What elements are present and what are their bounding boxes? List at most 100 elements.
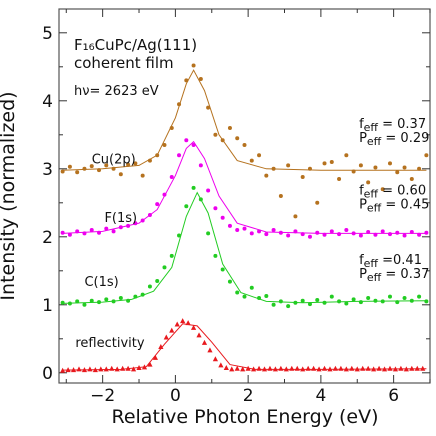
data-point (227, 223, 232, 228)
data-point (264, 232, 269, 237)
data-point (206, 188, 211, 193)
data-point (316, 366, 322, 372)
data-point (190, 324, 197, 330)
series-label: Cu(2p) (92, 152, 136, 167)
data-point (307, 166, 312, 171)
data-point (409, 365, 415, 371)
data-point (387, 365, 393, 371)
data-point (409, 230, 414, 235)
data-point (321, 365, 328, 371)
title-line-2: coherent film (74, 54, 174, 72)
data-point (360, 365, 366, 371)
data-point (337, 299, 342, 304)
data-point (185, 320, 191, 326)
data-point (242, 226, 247, 231)
data-point (387, 161, 392, 166)
data-point (414, 365, 420, 371)
data-point (307, 302, 312, 307)
data-point (220, 138, 225, 143)
title-line-3: hν= 2623 eV (74, 84, 159, 99)
data-point (227, 279, 232, 284)
y-tick-label: 2 (42, 228, 53, 248)
y-tick-label: 3 (42, 160, 53, 180)
data-point (365, 365, 371, 371)
data-point (140, 173, 145, 178)
f-eff-label: feff =0.41 (359, 253, 422, 270)
data-point (392, 366, 399, 372)
data-point (249, 158, 254, 163)
data-point (240, 366, 246, 372)
series-label: F(1s) (104, 211, 137, 226)
series-f-1s-: F(1s) (60, 138, 429, 239)
data-point (395, 170, 400, 175)
data-point (329, 229, 334, 234)
data-point (235, 228, 240, 232)
data-point (300, 366, 306, 372)
data-point (75, 170, 80, 175)
data-point (300, 174, 305, 179)
p-eff-label: Peff = 0.29 (359, 131, 429, 148)
series-c-1s-: C(1s) (60, 185, 429, 309)
data-point (174, 321, 180, 327)
data-point (402, 233, 407, 238)
data-point (136, 365, 142, 371)
data-point (351, 169, 356, 174)
data-point (118, 296, 123, 300)
y-tick-label: 5 (42, 24, 53, 44)
data-point (344, 301, 349, 306)
data-point (191, 185, 196, 190)
data-point (395, 230, 400, 235)
data-point (82, 231, 87, 236)
data-point (98, 366, 104, 372)
data-point (162, 143, 167, 147)
data-point (424, 230, 429, 235)
data-point (223, 365, 229, 371)
data-point (103, 366, 109, 372)
series-cu-2p-: Cu(2p) (60, 63, 429, 219)
data-point (109, 365, 115, 371)
data-point (329, 294, 334, 299)
data-point (271, 228, 276, 232)
fit-line (62, 69, 427, 171)
axis-ticks (59, 9, 431, 383)
data-point (327, 366, 333, 372)
data-point (332, 365, 339, 371)
data-point (118, 225, 123, 230)
data-point (220, 215, 225, 220)
data-point (294, 365, 300, 371)
data-point (249, 285, 254, 290)
data-point (300, 232, 305, 237)
plot-frame (58, 8, 431, 384)
data-point (245, 365, 251, 371)
data-point (286, 233, 291, 238)
data-point (92, 367, 98, 373)
data-point (191, 143, 196, 147)
data-point (420, 365, 426, 371)
data-point (97, 230, 102, 235)
data-point (97, 300, 102, 305)
data-point (311, 365, 317, 371)
data-point (351, 297, 356, 302)
data-point (293, 300, 298, 305)
data-point (169, 253, 174, 258)
data-point (278, 230, 283, 235)
data-point (207, 347, 213, 353)
data-point (403, 366, 409, 372)
series-reflectivity: reflectivity (60, 318, 427, 373)
data-point (133, 161, 138, 166)
data-point (198, 197, 203, 202)
x-tick-label: −2 (90, 386, 115, 406)
data-point (140, 218, 145, 223)
data-point (234, 365, 240, 371)
data-point (152, 354, 158, 360)
data-point (235, 290, 240, 295)
data-point (169, 174, 174, 179)
data-point (267, 365, 273, 371)
data-point (162, 192, 167, 197)
data-point (177, 102, 182, 107)
data-point (337, 232, 342, 237)
data-point (381, 366, 388, 372)
f-eff-label: feff = 0.60 (359, 184, 426, 201)
data-point (76, 366, 82, 372)
